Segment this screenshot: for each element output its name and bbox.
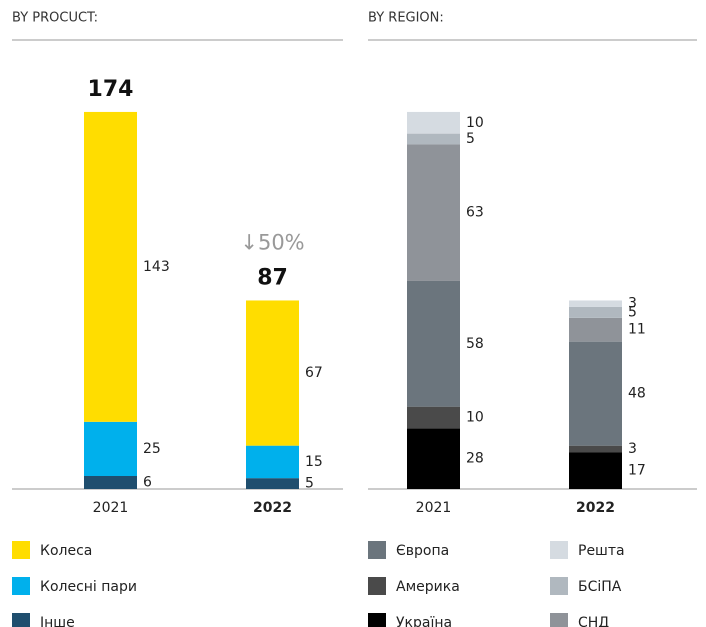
value-label: 11 xyxy=(628,322,646,338)
value-label: 3 xyxy=(628,296,637,312)
chart-heading: BY REGION: xyxy=(368,11,444,26)
legend-label: Європа xyxy=(396,543,449,559)
x-tick-label: 2021 xyxy=(93,500,129,516)
legend-swatch xyxy=(12,613,30,627)
x-tick-label: 2022 xyxy=(253,500,292,516)
bar-segment xyxy=(569,300,622,307)
legend-label: Америка xyxy=(396,579,460,595)
value-label: 15 xyxy=(305,454,323,470)
legend-swatch xyxy=(550,577,568,595)
chart-heading: BY PROCUCT: xyxy=(12,11,98,26)
value-label: 10 xyxy=(466,115,484,131)
change-annotation: ↓50% xyxy=(240,230,304,254)
value-label: 58 xyxy=(466,336,484,352)
value-label: 10 xyxy=(466,409,484,425)
value-label: 28 xyxy=(466,451,484,467)
bar-segment xyxy=(407,406,460,429)
legend-label: Колеса xyxy=(40,543,92,559)
bar-segment xyxy=(407,428,460,489)
bar-segment xyxy=(569,445,622,453)
legend-swatch xyxy=(12,541,30,559)
bar-segment xyxy=(569,452,622,489)
value-label: 67 xyxy=(305,365,323,381)
legend-swatch xyxy=(12,577,30,595)
value-label: 6 xyxy=(143,474,152,490)
legend-label: Решта xyxy=(578,543,625,559)
bar-segment xyxy=(407,111,460,134)
x-tick-label: 2022 xyxy=(576,500,615,516)
value-label: 5 xyxy=(466,131,475,147)
value-label: 17 xyxy=(628,463,646,479)
value-label: 63 xyxy=(466,205,484,221)
total-label: 174 xyxy=(88,77,134,102)
bar-segment xyxy=(407,144,460,281)
legend-swatch xyxy=(368,577,386,595)
bar-segment xyxy=(246,478,299,489)
legend-label: БСіПА xyxy=(578,579,622,595)
value-label: 25 xyxy=(143,441,161,457)
legend-swatch xyxy=(368,613,386,627)
total-label: 87 xyxy=(257,265,288,290)
value-label: 143 xyxy=(143,259,170,275)
bar-segment xyxy=(569,317,622,342)
legend-swatch xyxy=(550,541,568,559)
value-label: 5 xyxy=(628,304,637,320)
bar-segment xyxy=(246,445,299,479)
legend-label: Україна xyxy=(396,615,452,627)
bar-segment xyxy=(569,306,622,318)
legend-swatch xyxy=(550,613,568,627)
value-label: 5 xyxy=(305,476,314,492)
value-label: 3 xyxy=(628,441,637,457)
legend-label: СНД xyxy=(578,615,609,627)
legend-label: Інше xyxy=(40,615,75,627)
value-label: 48 xyxy=(628,386,646,402)
bar-segment xyxy=(407,133,460,145)
bar-segment xyxy=(84,475,137,489)
legend-label: Колесні пари xyxy=(40,579,137,595)
bar-segment xyxy=(246,300,299,446)
bar-segment xyxy=(407,280,460,407)
x-tick-label: 2021 xyxy=(416,500,452,516)
bar-segment xyxy=(84,111,137,422)
bar-segment xyxy=(84,421,137,476)
legend-swatch xyxy=(368,541,386,559)
bar-segment xyxy=(569,341,622,446)
